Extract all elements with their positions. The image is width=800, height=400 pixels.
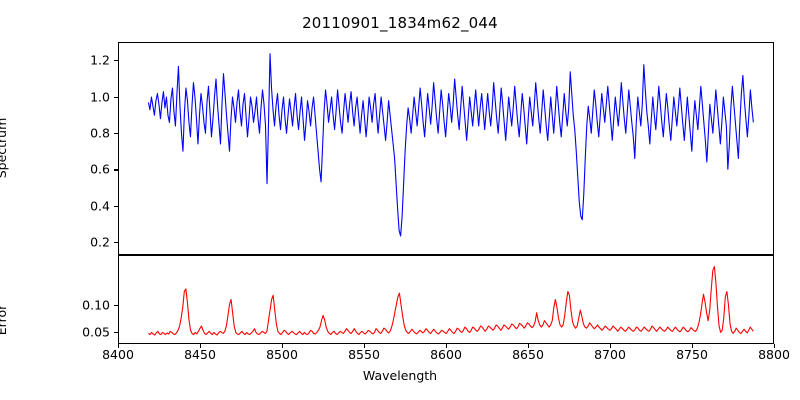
y-tick-label: 0.10 [82, 297, 110, 313]
x-tick-label: 8800 [758, 347, 790, 362]
y-tick-mark [114, 60, 118, 62]
y-tick-mark [114, 205, 118, 207]
y-tick-mark [114, 304, 118, 307]
y-tick-label: 0.05 [82, 324, 110, 340]
spectrum-plot-panel [118, 42, 774, 255]
x-tick-mark [774, 344, 776, 348]
x-tick-mark [282, 344, 284, 348]
y-tick-label: 0.4 [90, 198, 110, 214]
x-axis-label: Wavelength [362, 368, 438, 383]
x-tick-mark [528, 344, 530, 348]
spectrum-data-line [119, 43, 773, 254]
x-tick-mark [118, 344, 120, 348]
y-tick-label: 1.0 [90, 89, 110, 105]
x-tick-mark [200, 344, 202, 348]
x-tick-mark [692, 344, 694, 348]
x-tick-label: 8550 [348, 347, 380, 362]
x-tick-label: 8450 [184, 347, 216, 362]
y-tick-label: 0.2 [90, 234, 110, 250]
error-plot-panel [118, 255, 774, 344]
x-tick-label: 8400 [102, 347, 134, 362]
error-data-line [119, 256, 773, 343]
y-tick-mark [114, 169, 118, 171]
x-tick-label: 8500 [266, 347, 298, 362]
x-tick-label: 8700 [594, 347, 626, 362]
y-tick-mark [114, 133, 118, 135]
x-tick-label: 8650 [512, 347, 544, 362]
spectrum-y-axis-label: Spectrum [0, 117, 9, 179]
y-tick-label: 0.6 [90, 161, 110, 177]
y-tick-label: 0.8 [90, 125, 110, 141]
y-tick-mark [114, 332, 118, 334]
error-y-axis-label: Error [0, 304, 9, 336]
x-tick-label: 8750 [676, 347, 708, 362]
x-tick-mark [364, 344, 366, 348]
x-tick-mark [446, 344, 448, 348]
y-tick-mark [114, 96, 118, 98]
x-tick-label: 8600 [430, 347, 462, 362]
x-tick-mark [610, 344, 612, 348]
y-tick-mark [114, 242, 118, 244]
y-tick-label: 1.2 [90, 52, 110, 68]
figure-title: 20110901_1834m62_044 [302, 14, 498, 32]
